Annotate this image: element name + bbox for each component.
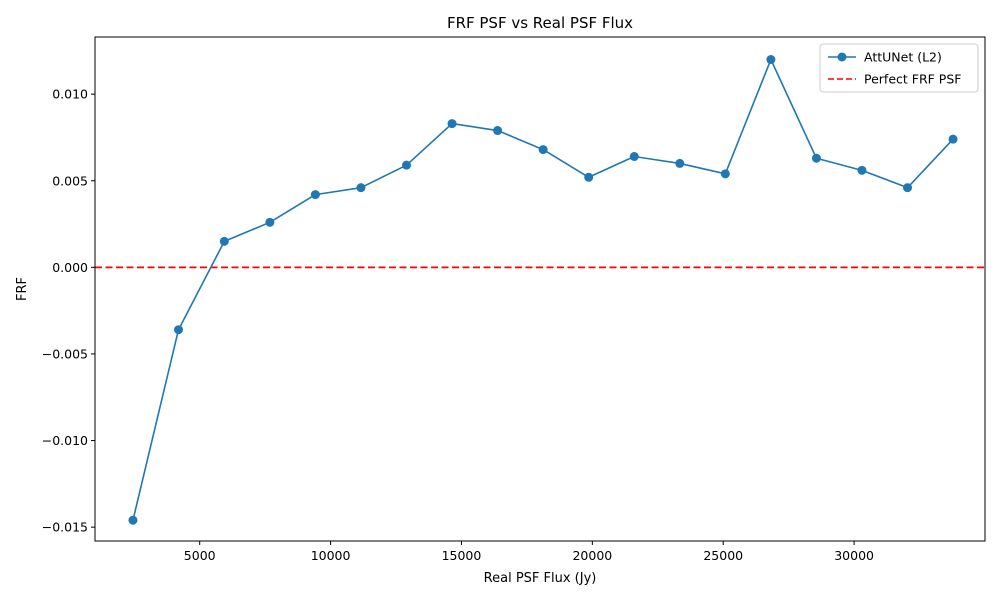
data-point [948,134,958,144]
data-point [720,169,730,179]
data-point [356,183,366,193]
chart-title: FRF PSF vs Real PSF Flux [447,14,633,32]
data-point [219,236,229,246]
data-point [629,152,639,162]
data-point [265,217,275,227]
data-point [128,515,138,525]
legend: AttUNet (L2) Perfect FRF PSF [819,43,979,93]
data-point [903,183,913,193]
data-point [538,145,548,155]
legend-label-attunet: AttUNet (L2) [864,50,942,65]
data-point [402,160,411,170]
y-axis-label: FRF [15,277,30,301]
y-tick-label: −0.010 [42,433,88,448]
y-tick-label: −0.005 [42,346,88,361]
data-point [584,172,594,182]
plot-frame [94,36,986,542]
x-tick-label: 20000 [572,548,612,563]
series-line-attunet [132,58,954,521]
x-tick-label: 25000 [703,548,743,563]
data-point [493,126,503,136]
data-point [766,55,776,65]
x-axis-label: Real PSF Flux (Jy) [484,571,597,586]
data-point [310,190,320,200]
data-point [811,153,821,163]
legend-label-perfect: Perfect FRF PSF [864,72,961,87]
x-tick-label: 15000 [442,548,482,563]
y-tick-label: 0.005 [52,173,88,188]
legend-box [819,43,979,93]
x-tick-label: 30000 [834,548,874,563]
x-tick-label: 10000 [311,548,351,563]
y-tick-label: −0.015 [42,520,88,535]
data-point [447,119,457,129]
x-tick-label: 5000 [184,548,216,563]
y-tick-label: 0.000 [52,260,88,275]
x-axis: 5000 10000 15000 20000 25000 30000 [184,541,874,563]
y-tick-label: 0.010 [52,87,88,102]
data-point [857,165,867,175]
plot-area [95,55,985,525]
data-point [675,158,685,168]
legend-marker-attunet [837,52,847,62]
data-point [174,325,184,335]
y-axis: −0.015 −0.010 −0.005 0.000 0.005 0.010 [42,87,95,535]
